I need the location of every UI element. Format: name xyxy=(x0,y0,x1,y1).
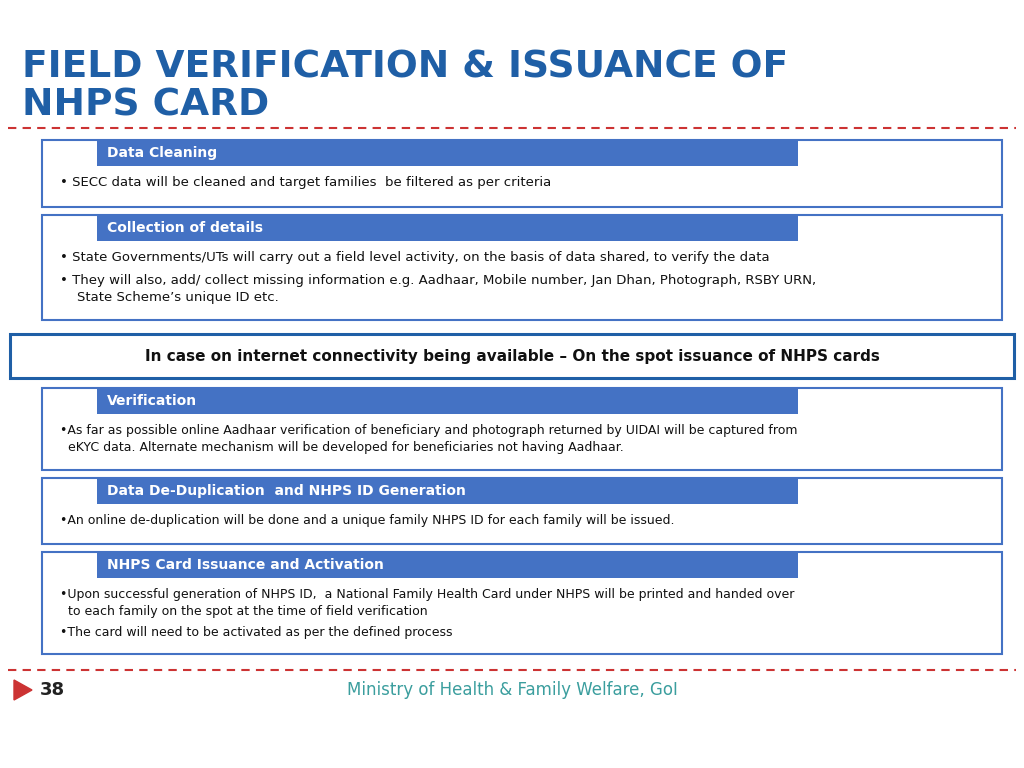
Bar xyxy=(97,215,798,241)
Text: •Upon successful generation of NHPS ID,  a National Family Health Card under NHP: •Upon successful generation of NHPS ID, … xyxy=(60,588,795,618)
Text: •The card will need to be activated as per the defined process: •The card will need to be activated as p… xyxy=(60,626,453,639)
Text: In case on internet connectivity being available – On the spot issuance of NHPS : In case on internet connectivity being a… xyxy=(144,349,880,363)
Text: NHPS Card Issuance and Activation: NHPS Card Issuance and Activation xyxy=(106,558,384,572)
Text: FIELD VERIFICATION & ISSUANCE OF: FIELD VERIFICATION & ISSUANCE OF xyxy=(22,50,788,86)
Bar xyxy=(42,215,1002,320)
Text: Verification: Verification xyxy=(106,394,198,408)
Text: Data De-Duplication  and NHPS ID Generation: Data De-Duplication and NHPS ID Generati… xyxy=(106,484,466,498)
Text: • SECC data will be cleaned and target families  be filtered as per criteria: • SECC data will be cleaned and target f… xyxy=(60,176,551,189)
Bar xyxy=(97,140,798,166)
Bar xyxy=(42,478,1002,544)
Text: 38: 38 xyxy=(40,681,66,699)
Bar xyxy=(10,334,1014,378)
Polygon shape xyxy=(14,680,32,700)
Text: •As far as possible online Aadhaar verification of beneficiary and photograph re: •As far as possible online Aadhaar verif… xyxy=(60,424,798,454)
Text: NHPS CARD: NHPS CARD xyxy=(22,88,269,124)
Bar xyxy=(42,388,1002,470)
Text: Collection of details: Collection of details xyxy=(106,221,263,235)
Text: •An online de-duplication will be done and a unique family NHPS ID for each fami: •An online de-duplication will be done a… xyxy=(60,514,675,527)
Text: • They will also, add/ collect missing information e.g. Aadhaar, Mobile number, : • They will also, add/ collect missing i… xyxy=(60,274,816,304)
Text: Ministry of Health & Family Welfare, GoI: Ministry of Health & Family Welfare, GoI xyxy=(346,681,678,699)
Bar xyxy=(42,552,1002,654)
Bar xyxy=(97,478,798,504)
Bar xyxy=(97,388,798,414)
Bar xyxy=(97,552,798,578)
Bar xyxy=(42,140,1002,207)
Text: • State Governments/UTs will carry out a field level activity, on the basis of d: • State Governments/UTs will carry out a… xyxy=(60,251,770,264)
Text: Data Cleaning: Data Cleaning xyxy=(106,146,217,160)
